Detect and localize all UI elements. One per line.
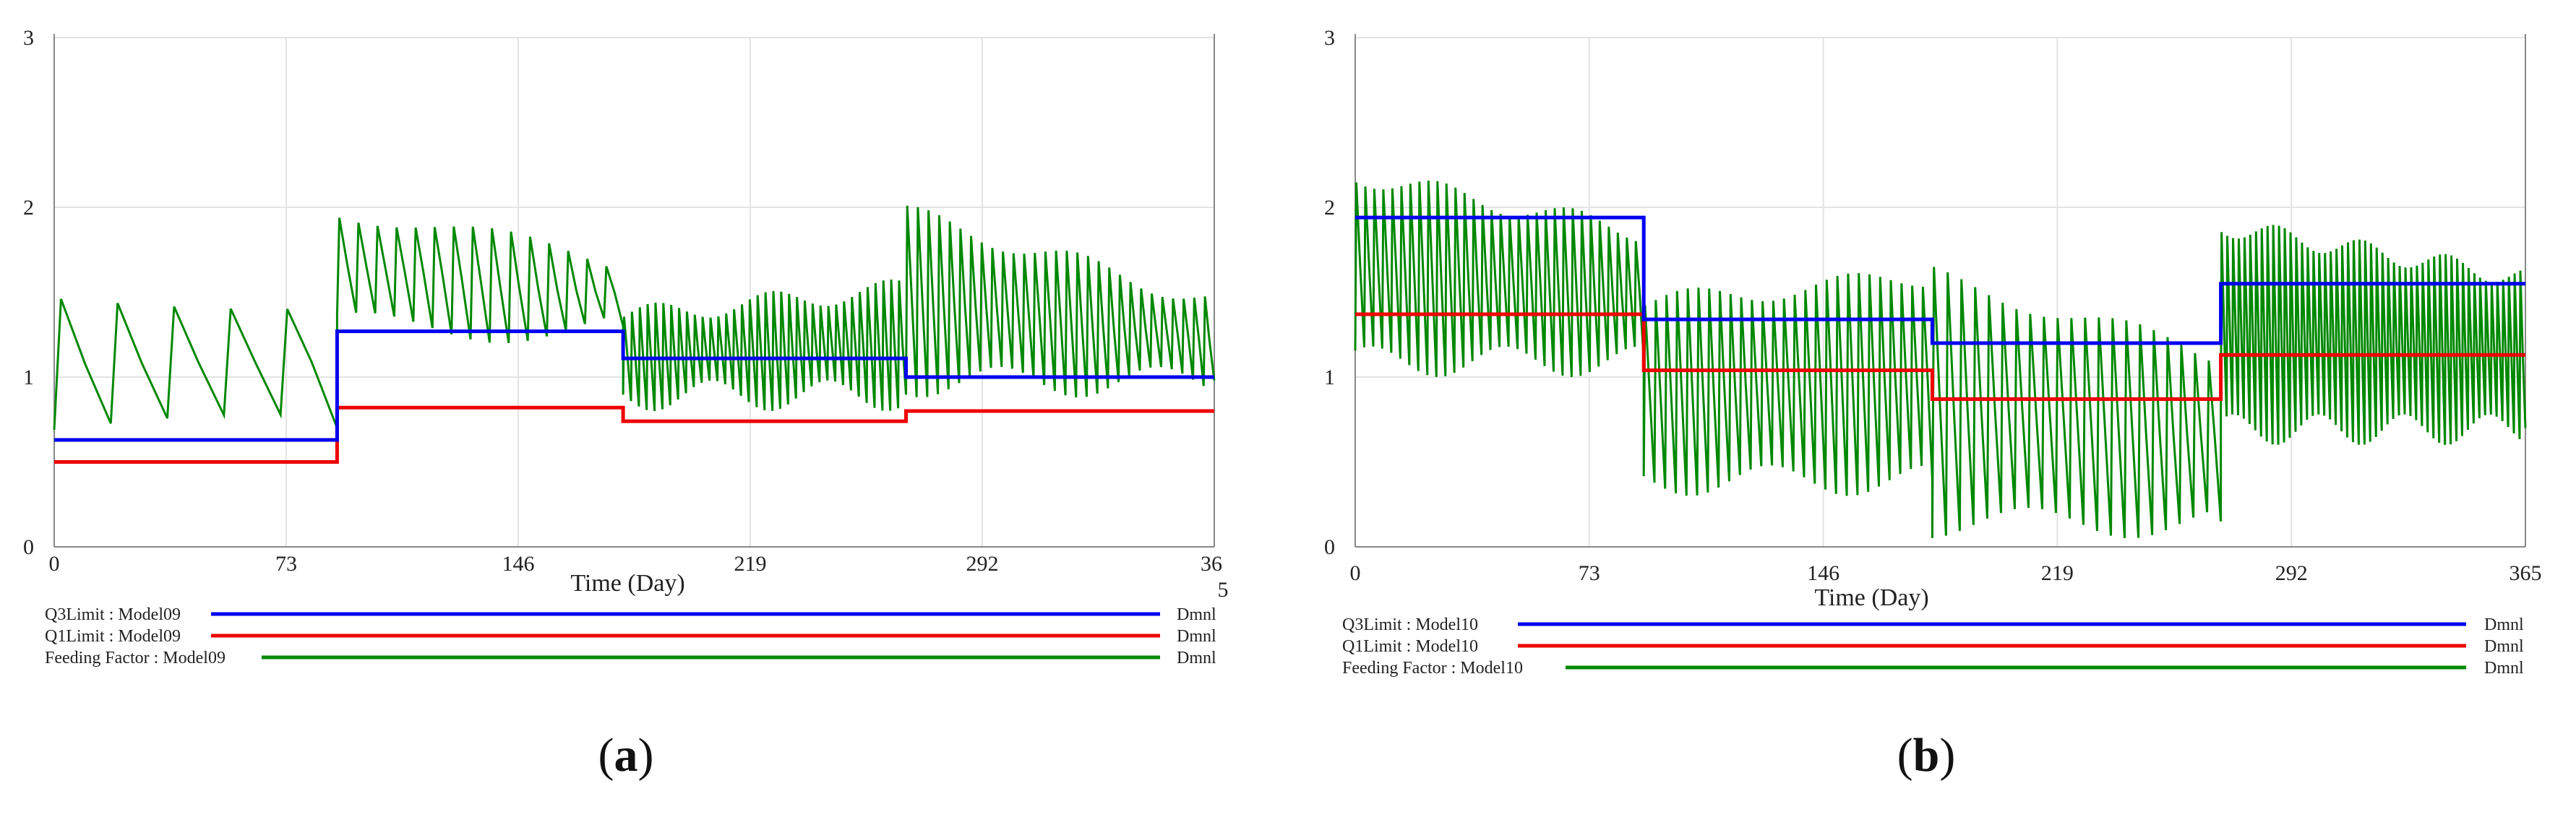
caption-a: (a) (598, 729, 654, 782)
chart-a-series-q1limit-line (54, 405, 1214, 464)
chart-a-legend-unit: Dmnl (1177, 627, 1216, 646)
chart-b-x-tick-label: 0 (1350, 561, 1361, 585)
caption-b: (b) (1897, 729, 1956, 782)
chart-b-legend-unit: Dmnl (2484, 615, 2524, 634)
chart-panel-b: 0 1 2 3 0 73 146 219 292 365 Time (Day) Q3Limit : M… (1288, 0, 2576, 830)
chart-a-x-tick-label: 219 (734, 552, 767, 576)
chart-b-y-tick-label: 2 (1324, 196, 1335, 220)
chart-b-x-tick-label: 73 (1579, 561, 1600, 585)
chart-a-x-axis-label: Time (Day) (570, 570, 684, 597)
chart-a-grid (54, 37, 1214, 547)
chart-a-legend-name: Q1Limit : Model09 (45, 627, 181, 646)
chart-a-series-feeding-factor-line (53, 205, 1216, 430)
chart-a-y-tick-label: 2 (23, 196, 34, 220)
chart-a-series-q3limit-line (54, 329, 1214, 442)
chart-a-legend-name: Feeding Factor : Model09 (45, 649, 226, 667)
chart-b-legend-name: Q1Limit : Model10 (1342, 637, 1478, 656)
chart-b-y-tick-label: 1 (1324, 366, 1335, 389)
chart-b-series-q3limit-line (1355, 215, 2525, 345)
chart-panel-a: 0 1 2 3 0 73 146 219 292 36 5 Time (Day) Q3Limit : M… (23, 26, 1229, 782)
chart-a-y-tick-label: 0 (23, 535, 34, 559)
chart-a-legend-unit: Dmnl (1177, 605, 1216, 624)
chart-b-x-tick-label: 219 (2041, 561, 2074, 585)
chart-a-y-tick-label: 3 (23, 26, 34, 50)
chart-b-series-feeding-factor-line (1354, 180, 2527, 538)
chart-a-x-tick-label: 0 (49, 552, 60, 576)
chart-a-svg: 0 1 2 3 0 73 146 219 292 365 Time (Day) Q3Limit : M… (23, 26, 1229, 667)
chart-a-x-tick-label-last: 36 (1201, 552, 1222, 576)
chart-b-svg: 0 1 2 3 0 73 146 219 292 365 Time (Day) Q3Limit : M… (1324, 26, 2542, 678)
chart-b-y-tick-label: 0 (1324, 535, 1335, 559)
chart-a-y-tick-label: 1 (23, 366, 34, 389)
chart-b-legend-unit: Dmnl (2484, 637, 2524, 656)
chart-b-series-q1limit-line (1355, 312, 2525, 401)
chart-b-y-tick-label: 3 (1324, 26, 1335, 50)
chart-b-legend-name: Q3Limit : Model10 (1342, 615, 1478, 634)
chart-a-x-tick-label: 146 (502, 552, 535, 576)
chart-b-legend-name: Feeding Factor : Model10 (1342, 659, 1523, 678)
chart-a-x-tick-label: 292 (966, 552, 999, 576)
chart-a-legend-name: Q3Limit : Model09 (45, 605, 181, 624)
chart-b-x-tick-label: 146 (1807, 561, 1839, 585)
chart-b-x-axis-label: Time (Day) (1814, 584, 1928, 611)
chart-b-legend-unit: Dmnl (2484, 659, 2524, 678)
chart-a-x-tick-label: 73 (275, 552, 297, 576)
chart-b-x-tick-label: 292 (2275, 561, 2308, 585)
chart-a-legend-unit: Dmnl (1177, 649, 1216, 667)
chart-b-x-tick-label: 365 (2510, 561, 2542, 585)
chart-a-x-tick-label-last-wrap: 5 (1218, 578, 1229, 602)
